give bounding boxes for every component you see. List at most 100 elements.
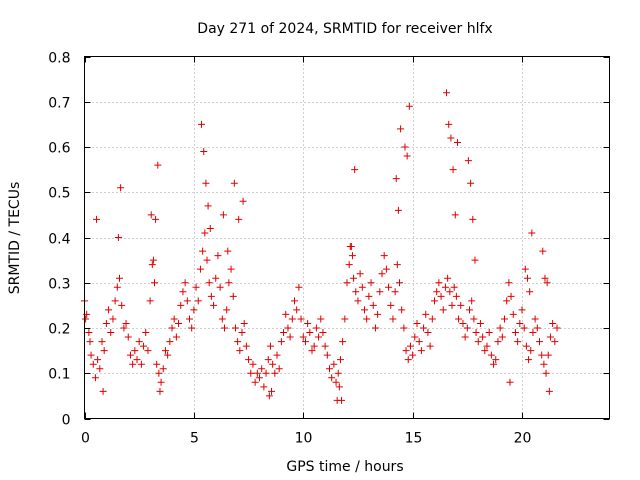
data-point [91, 374, 99, 382]
x-tick-labels: 0 5 10 15 20 [81, 431, 531, 447]
x-tick-label: 20 [514, 431, 532, 447]
data-point [312, 324, 320, 332]
data-point [200, 148, 208, 156]
data-point [223, 306, 231, 314]
data-point [343, 279, 351, 287]
data-point [271, 369, 279, 377]
data-point [433, 288, 441, 296]
data-point [428, 315, 436, 323]
data-point [216, 283, 224, 291]
data-point [528, 229, 536, 237]
data-point [170, 315, 178, 323]
data-point [516, 319, 524, 327]
data-point [339, 338, 347, 346]
data-point [401, 143, 409, 151]
data-point [457, 301, 465, 309]
data-point [365, 292, 373, 300]
data-point [553, 324, 561, 332]
data-point [99, 387, 107, 395]
data-point [453, 138, 461, 146]
data-point [177, 301, 185, 309]
data-point [194, 297, 202, 305]
data-point [118, 301, 126, 309]
data-point [335, 383, 343, 391]
data-point [96, 365, 104, 373]
data-point [449, 166, 457, 174]
data-point [256, 374, 263, 382]
data-point [348, 252, 356, 260]
data-point [308, 347, 316, 355]
data-point [129, 360, 137, 368]
data-point [538, 351, 546, 359]
data-point [393, 261, 401, 269]
data-point [199, 247, 207, 255]
data-point [262, 369, 270, 377]
data-point [295, 283, 303, 291]
data-point [266, 342, 274, 350]
data-point [159, 365, 167, 373]
data-point [221, 324, 228, 332]
data-point [93, 215, 101, 223]
data-point [155, 369, 163, 377]
data-point [404, 356, 412, 364]
data-point [260, 383, 268, 391]
data-point [525, 356, 533, 364]
data-point [297, 315, 305, 323]
data-point [549, 319, 557, 327]
data-point [204, 202, 212, 210]
data-point [551, 338, 559, 346]
plot-frame [84, 56, 610, 419]
data-point [282, 310, 290, 318]
data-point [481, 347, 489, 355]
data-point [161, 347, 169, 355]
data-point [341, 315, 349, 323]
data-point [444, 274, 452, 282]
data-point [396, 279, 403, 287]
data-point [451, 211, 459, 219]
data-point [479, 333, 487, 341]
data-point [336, 356, 344, 364]
data-point [469, 215, 477, 223]
data-point [239, 197, 247, 205]
data-point [472, 329, 480, 337]
data-point [168, 324, 176, 332]
data-point [116, 274, 123, 282]
data-point [437, 292, 445, 300]
data-point [107, 329, 115, 337]
x-tick-label: 10 [295, 431, 313, 447]
data-point [369, 301, 377, 309]
data-point [269, 360, 277, 368]
data-point [156, 387, 164, 395]
data-point [346, 243, 354, 251]
data-point [113, 283, 121, 291]
data-point [546, 333, 554, 341]
data-point [514, 338, 522, 346]
data-point [397, 125, 405, 133]
data-point [301, 338, 309, 346]
data-point [227, 265, 235, 273]
data-point [531, 315, 539, 323]
data-point [446, 288, 454, 296]
data-point [389, 315, 397, 323]
data-point [350, 274, 358, 282]
data-point [310, 342, 318, 350]
data-point [527, 347, 535, 355]
data-point [338, 396, 346, 404]
data-point [450, 283, 458, 291]
data-point [533, 324, 541, 332]
data-point [492, 356, 500, 364]
data-point [86, 338, 94, 346]
data-point [319, 329, 327, 337]
grid-lines [84, 56, 610, 419]
data-point [229, 292, 237, 300]
data-point [455, 315, 463, 323]
data-point [207, 292, 215, 300]
data-point [190, 306, 198, 314]
data-point [277, 338, 285, 346]
data-point [420, 324, 428, 332]
data-point [299, 333, 307, 341]
data-point [352, 288, 360, 296]
y-tick-label: 0.5 [48, 186, 70, 202]
data-point [402, 347, 410, 355]
data-point [522, 342, 530, 350]
